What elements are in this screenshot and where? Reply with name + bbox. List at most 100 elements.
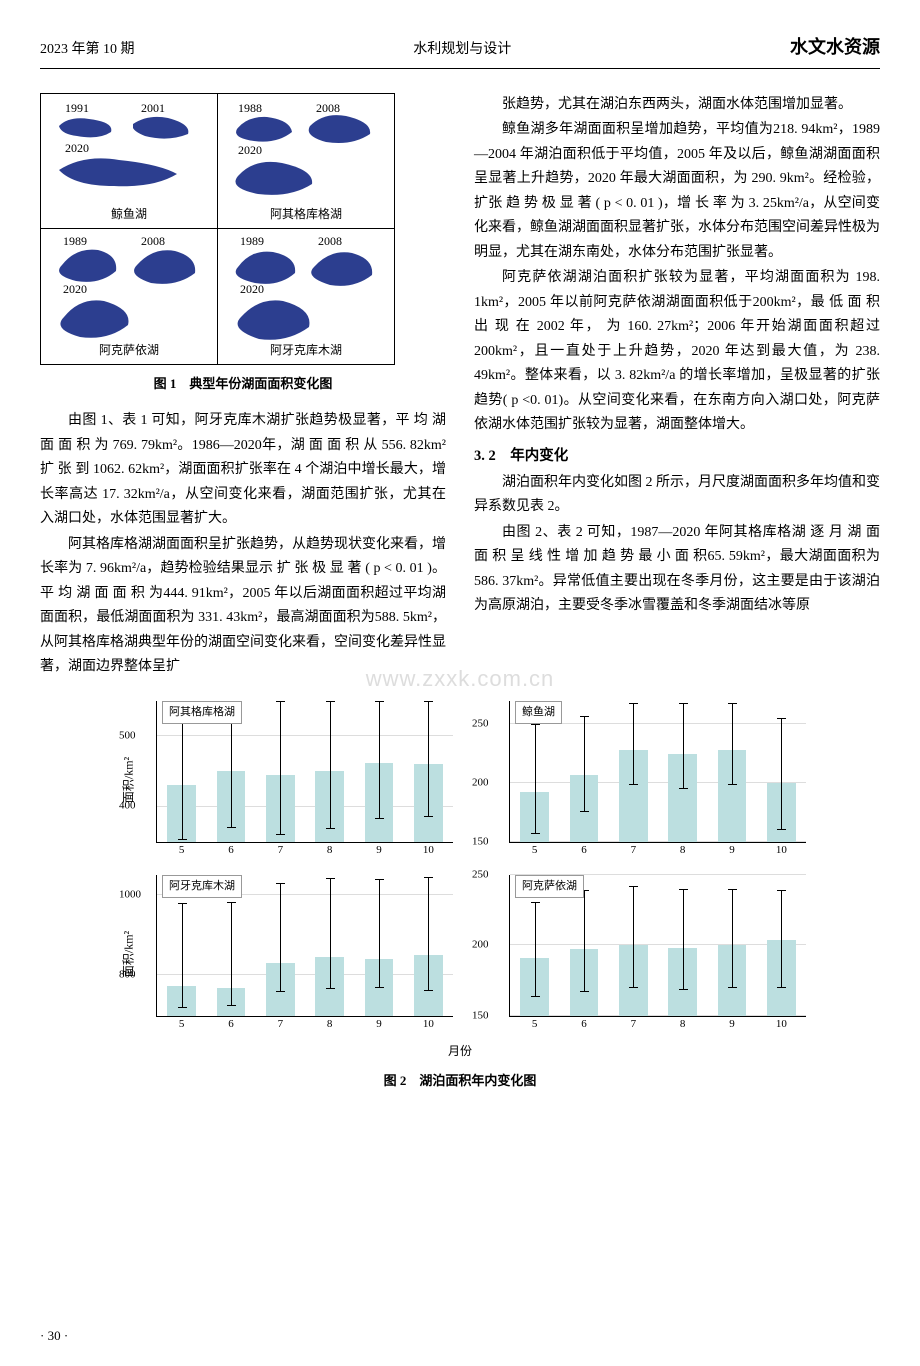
lake-name: 鲸鱼湖 xyxy=(111,204,147,225)
bar-chart-0: 面积/km²阿其格库格湖4005005678910 xyxy=(110,695,457,865)
x-tick: 10 xyxy=(423,1015,434,1034)
chart-series-label: 阿牙克库木湖 xyxy=(162,875,242,898)
chart-series-label: 阿克萨依湖 xyxy=(515,875,584,898)
header-center: 水利规划与设计 xyxy=(413,38,511,63)
figure-1-caption: 图 1 典型年份湖面面积变化图 xyxy=(40,373,446,396)
error-bar xyxy=(428,877,429,991)
error-bar xyxy=(379,879,380,988)
lake-shape-icon xyxy=(56,295,134,341)
two-column-body: 199120012020鲸鱼湖198820082020阿其格库格湖1989200… xyxy=(40,93,880,681)
bar-chart-2: 面积/km²阿牙克库木湖80010005678910 xyxy=(110,869,457,1039)
header-right: 水文水资源 xyxy=(790,32,880,64)
y-tick: 800 xyxy=(119,966,136,985)
x-tick: 5 xyxy=(179,841,185,860)
left-column: 199120012020鲸鱼湖198820082020阿其格库格湖1989200… xyxy=(40,93,446,681)
section-title: 3. 2 年内变化 xyxy=(474,444,880,469)
error-bar xyxy=(781,890,782,987)
x-tick: 9 xyxy=(729,841,735,860)
error-bar xyxy=(231,902,232,1006)
error-bar xyxy=(330,878,331,989)
lake-shape-icon xyxy=(131,245,199,287)
y-tick: 150 xyxy=(472,1006,489,1025)
lake-cell-3: 198920082020阿牙克库木湖 xyxy=(218,229,394,364)
lake-shape-icon xyxy=(233,295,315,343)
error-bar xyxy=(280,701,281,835)
x-tick: 8 xyxy=(327,1015,333,1034)
error-bar xyxy=(683,889,684,991)
bar-chart-3: 阿克萨依湖1502002505678910 xyxy=(463,869,810,1039)
figure-1: 199120012020鲸鱼湖198820082020阿其格库格湖1989200… xyxy=(40,93,395,365)
bar-chart-1: 鲸鱼湖1502002505678910 xyxy=(463,695,810,865)
lake-shape-icon xyxy=(133,116,193,140)
x-tick: 6 xyxy=(581,841,587,860)
paragraph: 由图 1、表 1 可知，阿牙克库木湖扩张趋势极显著，平 均 湖 面 面 积 为 … xyxy=(40,409,446,532)
gridline xyxy=(157,735,453,736)
paragraph: 湖泊面积年内变化如图 2 所示，月尺度湖面面积多年均值和变异系数见表 2。 xyxy=(474,471,880,520)
x-tick: 5 xyxy=(179,1015,185,1034)
gridline xyxy=(157,806,453,807)
y-tick: 200 xyxy=(472,773,489,792)
error-bar xyxy=(535,724,536,833)
lake-cell-0: 199120012020鲸鱼湖 xyxy=(41,94,218,229)
error-bar xyxy=(535,902,536,998)
x-tick: 8 xyxy=(680,1015,686,1034)
lake-cell-1: 198820082020阿其格库格湖 xyxy=(218,94,394,229)
error-bar xyxy=(732,889,733,988)
right-column: 张趋势，尤其在湖泊东西两头，湖面水体范围增加显著。 鲸鱼湖多年湖面面积呈增加趋势… xyxy=(474,93,880,681)
chart-series-label: 阿其格库格湖 xyxy=(162,701,242,724)
x-tick: 6 xyxy=(228,841,234,860)
error-bar xyxy=(633,886,634,988)
lake-shape-icon xyxy=(59,156,179,190)
x-tick: 7 xyxy=(278,841,284,860)
x-tick: 8 xyxy=(327,841,333,860)
gridline xyxy=(510,1015,806,1016)
y-tick: 200 xyxy=(472,936,489,955)
lake-shape-icon xyxy=(308,247,376,289)
paragraph: 鲸鱼湖多年湖面面积呈增加趋势，平均值为218. 94km²，1989—2004 … xyxy=(474,118,880,265)
lake-name: 阿牙克库木湖 xyxy=(270,340,342,361)
lake-shape-icon xyxy=(233,247,299,287)
error-bar xyxy=(781,718,782,830)
x-tick: 9 xyxy=(376,841,382,860)
x-tick: 10 xyxy=(776,1015,787,1034)
x-tick: 6 xyxy=(581,1015,587,1034)
figure-2: 面积/km²阿其格库格湖4005005678910鲸鱼湖150200250567… xyxy=(40,695,880,1093)
lake-name: 阿克萨依湖 xyxy=(99,340,159,361)
error-bar xyxy=(584,890,585,992)
figure-2-xlabel: 月份 xyxy=(40,1041,880,1062)
gridline xyxy=(510,782,806,783)
y-tick: 250 xyxy=(472,865,489,884)
paragraph: 阿克萨依湖湖泊面积扩张较为显著，平均湖面面积为 198. 1km²，2005 年… xyxy=(474,266,880,438)
gridline xyxy=(510,944,806,945)
error-bar xyxy=(584,716,585,812)
y-tick: 1000 xyxy=(119,885,141,904)
x-tick: 5 xyxy=(532,1015,538,1034)
error-bar xyxy=(633,703,634,785)
error-bar xyxy=(330,701,331,829)
error-bar xyxy=(182,903,183,1008)
paragraph: 由图 2、表 2 可知，1987—2020 年阿其格库格湖 逐 月 湖 面 面 … xyxy=(474,521,880,619)
lake-shape-icon xyxy=(232,114,294,144)
paragraph: 阿其格库格湖湖面面积呈扩张趋势，从趋势现状变化来看，增长率为 7. 96km²/… xyxy=(40,533,446,680)
error-bar xyxy=(428,701,429,817)
figure-2-caption: 图 2 湖泊面积年内变化图 xyxy=(40,1070,880,1093)
x-tick: 7 xyxy=(631,841,637,860)
x-tick: 9 xyxy=(376,1015,382,1034)
gridline xyxy=(510,841,806,842)
lake-shape-icon xyxy=(306,112,374,146)
x-tick: 5 xyxy=(532,841,538,860)
lake-cell-2: 198920082020阿克萨依湖 xyxy=(41,229,218,364)
page-number: · 30 · xyxy=(40,1325,68,1348)
y-tick: 400 xyxy=(119,797,136,816)
error-bar xyxy=(379,701,380,819)
x-tick: 10 xyxy=(423,841,434,860)
y-tick: 500 xyxy=(119,726,136,745)
gridline xyxy=(157,974,453,975)
error-bar xyxy=(683,703,684,789)
lake-name: 阿其格库格湖 xyxy=(270,204,342,225)
y-tick: 250 xyxy=(472,715,489,734)
chart-series-label: 鲸鱼湖 xyxy=(515,701,562,724)
x-tick: 6 xyxy=(228,1015,234,1034)
y-tick: 150 xyxy=(472,832,489,851)
paragraph: 张趋势，尤其在湖泊东西两头，湖面水体范围增加显著。 xyxy=(474,93,880,118)
